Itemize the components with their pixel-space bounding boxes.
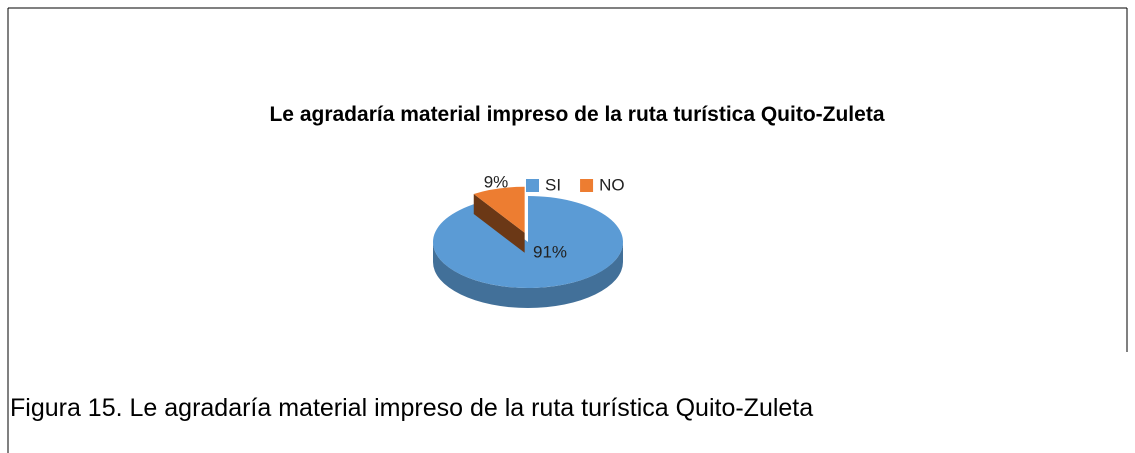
slice-top xyxy=(473,186,525,233)
data-label: 9% xyxy=(484,172,509,191)
slice xyxy=(473,186,525,253)
slice-cut xyxy=(473,193,525,253)
slice-side xyxy=(433,242,623,308)
legend-swatch xyxy=(526,179,539,192)
legend-label: SI xyxy=(545,175,561,194)
legend-swatch xyxy=(580,179,594,192)
data-label: 91% xyxy=(533,242,567,261)
slice xyxy=(432,196,624,308)
figure-caption: Figura 15. Le agradaría material impreso… xyxy=(10,394,814,422)
chart-title: Le agradaría material impreso de la ruta… xyxy=(269,103,885,126)
legend-label: NO xyxy=(599,175,625,194)
slice-top xyxy=(432,196,624,288)
